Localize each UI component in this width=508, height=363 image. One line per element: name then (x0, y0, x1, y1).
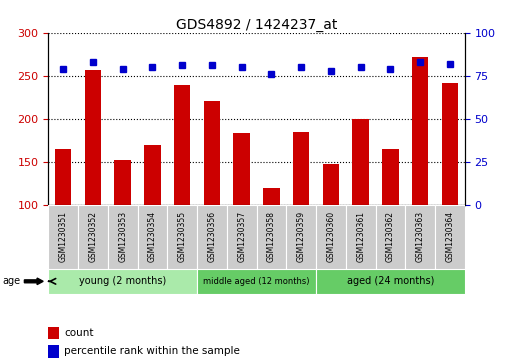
Text: GSM1230362: GSM1230362 (386, 211, 395, 262)
Bar (197, 269, 316, 294)
Bar (382, 149, 399, 205)
Text: GSM1230356: GSM1230356 (207, 211, 216, 262)
Text: GSM1230355: GSM1230355 (178, 211, 186, 262)
Bar (293, 132, 309, 205)
Bar (144, 145, 161, 205)
Bar (114, 160, 131, 205)
Bar (78, 205, 108, 269)
Bar (48, 345, 58, 358)
Bar (435, 205, 465, 269)
Bar (375, 205, 405, 269)
Text: aged (24 months): aged (24 months) (347, 276, 434, 286)
Text: middle aged (12 months): middle aged (12 months) (203, 277, 310, 286)
Text: GSM1230354: GSM1230354 (148, 211, 157, 262)
Text: count: count (64, 328, 93, 338)
Bar (204, 101, 220, 205)
Text: GSM1230352: GSM1230352 (88, 211, 98, 262)
Text: GSM1230363: GSM1230363 (416, 211, 425, 262)
Bar (353, 119, 369, 205)
Bar (316, 269, 465, 294)
Bar (405, 205, 435, 269)
Bar (442, 83, 458, 205)
Text: percentile rank within the sample: percentile rank within the sample (64, 346, 240, 356)
Bar (138, 205, 167, 269)
Text: age: age (3, 276, 21, 286)
Bar (85, 70, 101, 205)
Bar (257, 205, 287, 269)
Bar (167, 205, 197, 269)
Bar (323, 164, 339, 205)
Bar (346, 205, 375, 269)
Bar (48, 205, 78, 269)
Bar (108, 205, 138, 269)
Text: young (2 months): young (2 months) (79, 276, 166, 286)
Bar (48, 269, 197, 294)
Bar (316, 205, 346, 269)
Bar (197, 205, 227, 269)
Bar (227, 205, 257, 269)
Bar (234, 133, 250, 205)
Bar (55, 149, 71, 205)
Text: GSM1230358: GSM1230358 (267, 211, 276, 262)
Text: GSM1230364: GSM1230364 (446, 211, 455, 262)
Bar (263, 188, 279, 205)
Text: GSM1230351: GSM1230351 (58, 211, 68, 262)
Text: GSM1230359: GSM1230359 (297, 211, 306, 262)
Bar (287, 205, 316, 269)
Text: GSM1230360: GSM1230360 (327, 211, 335, 262)
Text: GSM1230357: GSM1230357 (237, 211, 246, 262)
Text: GSM1230353: GSM1230353 (118, 211, 127, 262)
Bar (174, 85, 190, 205)
Text: GSM1230361: GSM1230361 (356, 211, 365, 262)
Title: GDS4892 / 1424237_at: GDS4892 / 1424237_at (176, 18, 337, 32)
Bar (412, 57, 428, 205)
Bar (48, 327, 58, 339)
